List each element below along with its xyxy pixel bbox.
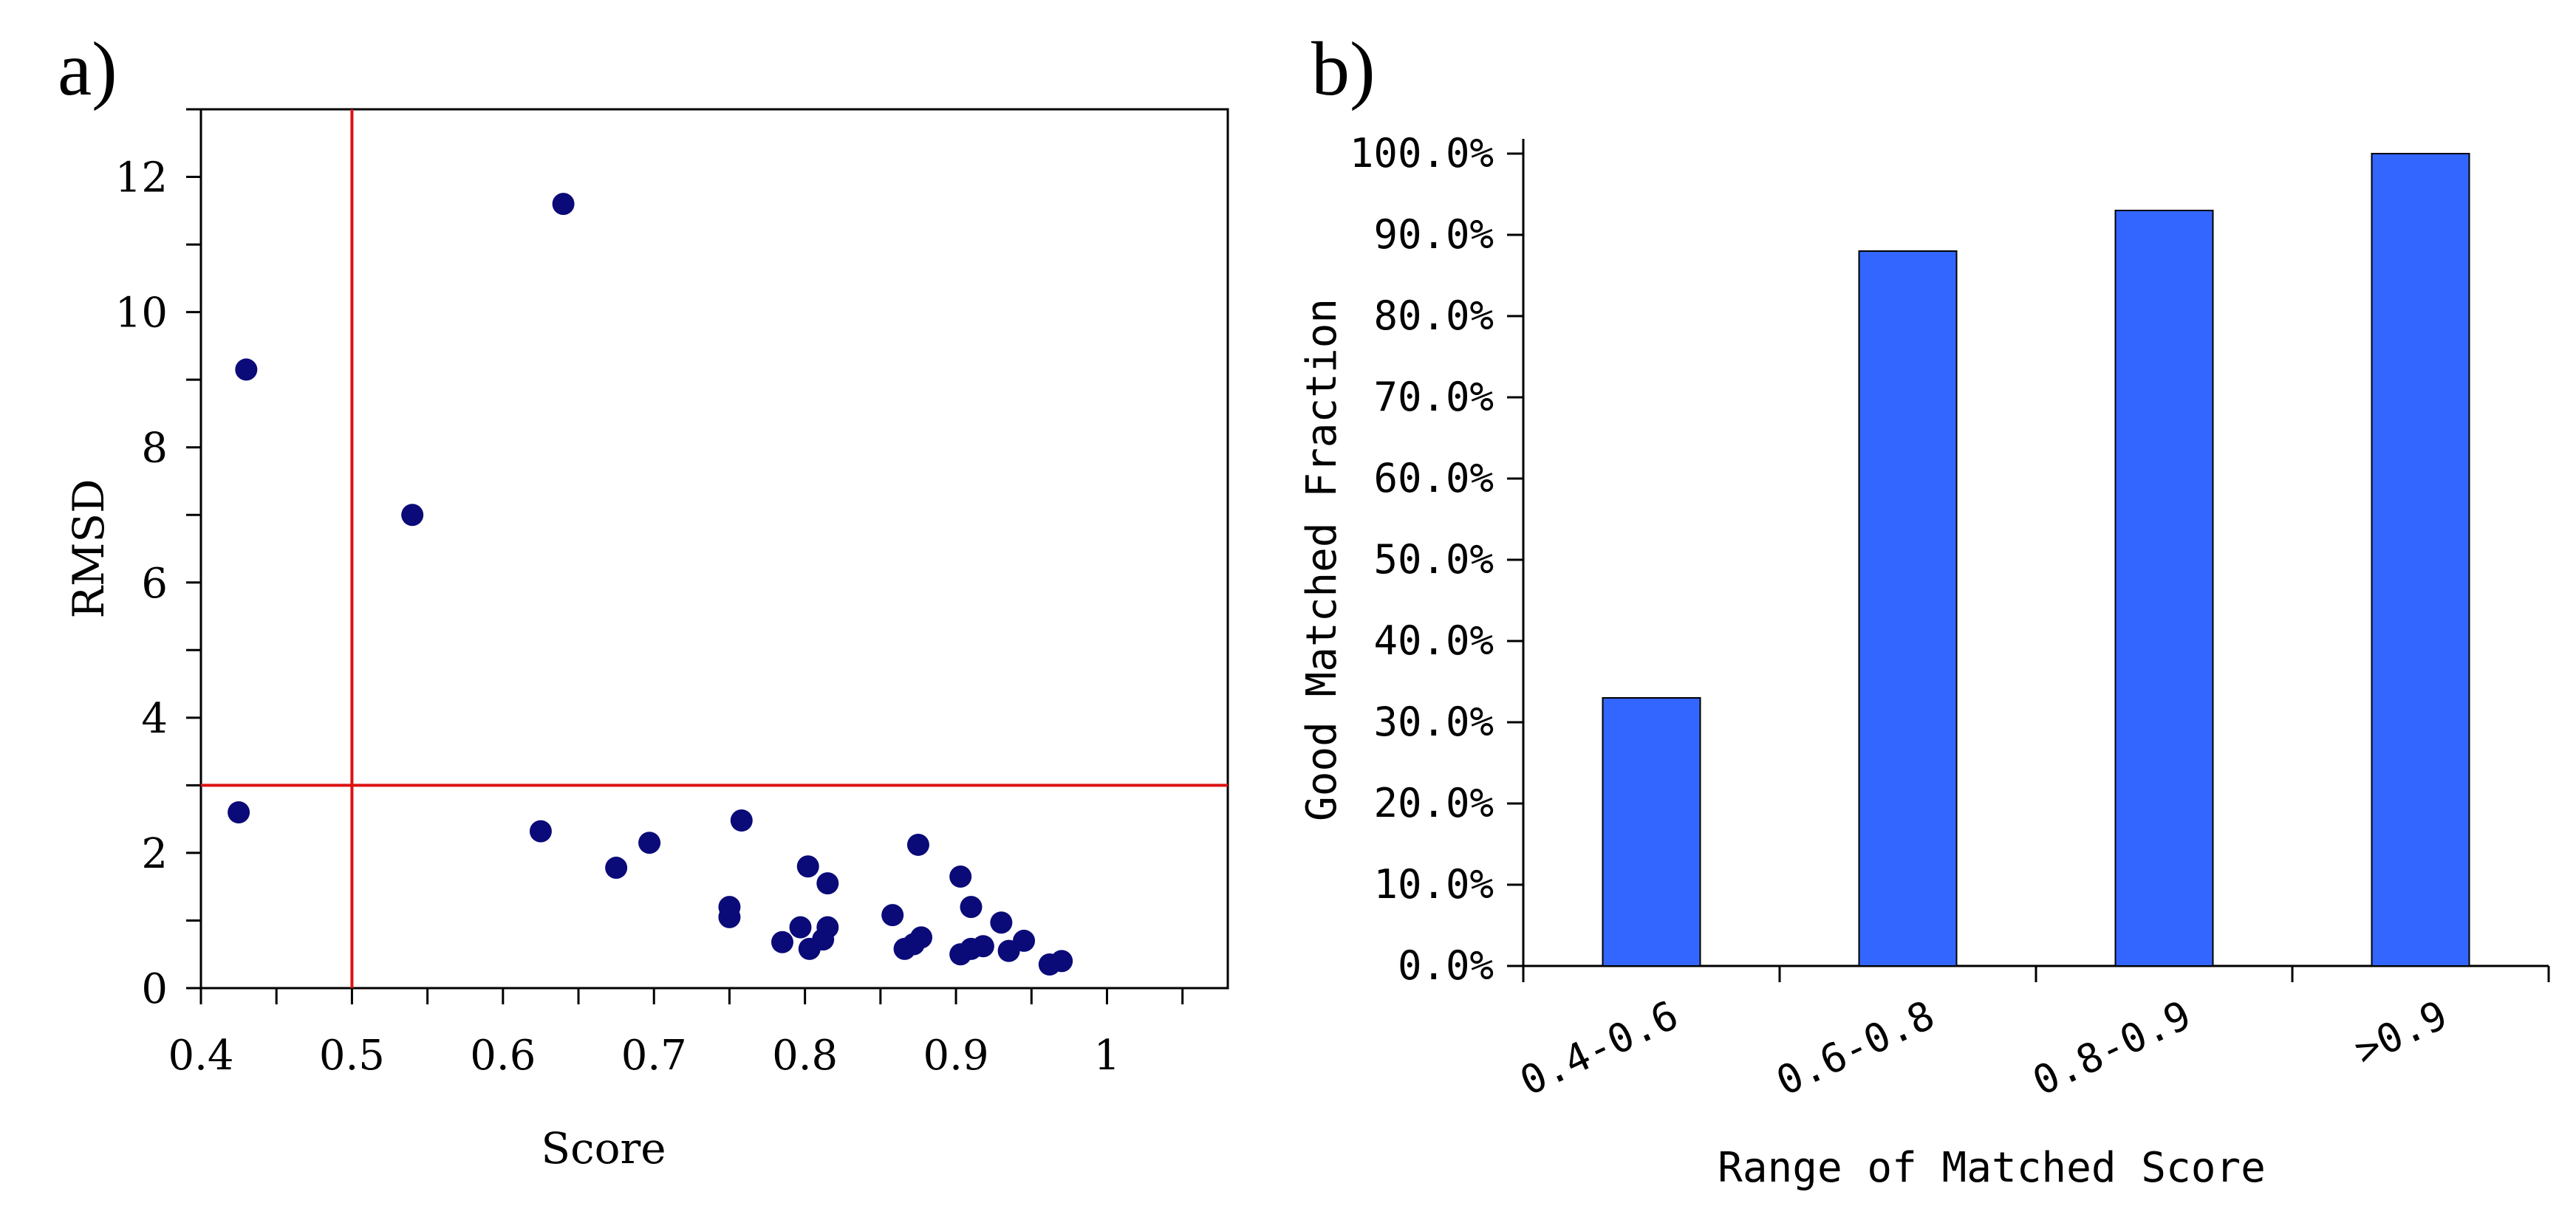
y-axis-title: Good Matched Fraction bbox=[1298, 298, 1346, 821]
bar-chart: 0.0% 10.0% 20.0% 30.0% 40.0% 50.0% 60.0% 70.0% 8… bbox=[1298, 130, 2550, 1192]
y-tick-label: 8 bbox=[141, 425, 168, 473]
y-tick-label: 30.0% bbox=[1373, 699, 1494, 745]
y-tick-label: 40.0% bbox=[1373, 617, 1494, 664]
y-tick-label: 50.0% bbox=[1373, 536, 1494, 583]
y-tick-label: 70.0% bbox=[1373, 374, 1494, 420]
y-tick-label: 6 bbox=[141, 560, 168, 608]
scatter-point bbox=[971, 935, 994, 958]
bar bbox=[1602, 697, 1701, 967]
y-tick-label: 2 bbox=[141, 830, 168, 878]
x-tick-label: >0.9 bbox=[2348, 992, 2454, 1075]
x-tick-label: 1 bbox=[1094, 1032, 1121, 1080]
scatter-point bbox=[730, 809, 753, 832]
bar bbox=[2371, 153, 2470, 967]
y-tick-label: 0.0% bbox=[1398, 942, 1494, 989]
scatter-point bbox=[401, 504, 424, 527]
y-tick-label: 100.0% bbox=[1350, 130, 1494, 177]
scatter-point bbox=[816, 916, 839, 939]
scatter-point bbox=[910, 926, 933, 949]
x-tick-label: 0.7 bbox=[621, 1032, 687, 1080]
x-axis-title: Score bbox=[541, 1123, 666, 1173]
threshold-lines bbox=[201, 109, 1228, 988]
x-axis-ticks: 0.4-0.6 0.6-0.8 0.8-0.9 >0.9 bbox=[1513, 966, 2550, 1105]
bar bbox=[2114, 210, 2214, 967]
x-tick-label: 0.8-0.9 bbox=[2026, 992, 2198, 1105]
y-tick-label: 4 bbox=[141, 695, 168, 743]
x-tick-label: 0.5 bbox=[319, 1032, 385, 1080]
x-tick-label: 0.6-0.8 bbox=[1769, 992, 1941, 1105]
y-axis-ticks: 0.0% 10.0% 20.0% 30.0% 40.0% 50.0% 60.0% 70.0% 8… bbox=[1350, 130, 1523, 989]
scatter-point bbox=[990, 911, 1013, 934]
scatter-point bbox=[235, 358, 258, 381]
y-tick-label: 10 bbox=[115, 289, 168, 337]
y-tick-label: 20.0% bbox=[1373, 780, 1494, 826]
x-tick-label: 0.9 bbox=[923, 1032, 989, 1080]
bar bbox=[1858, 250, 1958, 967]
y-tick-label: 0 bbox=[141, 965, 168, 1013]
scatter-point bbox=[949, 865, 972, 888]
x-tick-label: 0.6 bbox=[470, 1032, 536, 1080]
scatter-point bbox=[771, 931, 793, 953]
x-tick-label: 0.4-0.6 bbox=[1513, 992, 1685, 1105]
x-axis-title: Range of Matched Score bbox=[1718, 1144, 2266, 1192]
x-tick-label: 0.8 bbox=[772, 1032, 838, 1080]
scatter-point bbox=[1050, 950, 1073, 973]
scatter-point bbox=[552, 193, 575, 216]
scatter-chart: 0.4 0.5 0.6 0.7 0.8 0.9 1 0 2 4 6 8 10 12 Score RMSD bbox=[64, 108, 1229, 1173]
y-tick-label: 12 bbox=[115, 154, 168, 202]
scatter-point bbox=[881, 904, 904, 927]
scatter-point bbox=[638, 832, 661, 854]
y-tick-label: 80.0% bbox=[1373, 292, 1494, 339]
scatter-point bbox=[718, 905, 741, 928]
y-tick-label: 10.0% bbox=[1373, 861, 1494, 908]
panel-label-a: a) bbox=[58, 27, 117, 112]
panel-label-b: b) bbox=[1311, 27, 1376, 112]
x-axis-ticks: 0.4 0.5 0.6 0.7 0.8 0.9 1 bbox=[168, 988, 1184, 1080]
y-tick-label: 60.0% bbox=[1373, 455, 1494, 501]
scatter-point bbox=[1013, 929, 1036, 952]
y-axis-ticks: 0 2 4 6 8 10 12 bbox=[115, 108, 201, 1013]
scatter-point bbox=[789, 916, 812, 939]
scatter-points bbox=[228, 193, 1073, 976]
scatter-point bbox=[906, 833, 929, 856]
scatter-point bbox=[960, 896, 983, 919]
scatter-point bbox=[605, 857, 628, 880]
scatter-point bbox=[796, 855, 819, 878]
scatter-plot-frame bbox=[199, 108, 1229, 990]
y-axis-title: RMSD bbox=[64, 479, 114, 618]
scatter-point bbox=[228, 801, 250, 823]
y-tick-label: 90.0% bbox=[1373, 211, 1494, 258]
bars bbox=[1602, 153, 2470, 967]
scatter-point bbox=[816, 872, 839, 895]
scatter-point bbox=[529, 820, 552, 843]
x-tick-label: 0.4 bbox=[168, 1032, 233, 1080]
